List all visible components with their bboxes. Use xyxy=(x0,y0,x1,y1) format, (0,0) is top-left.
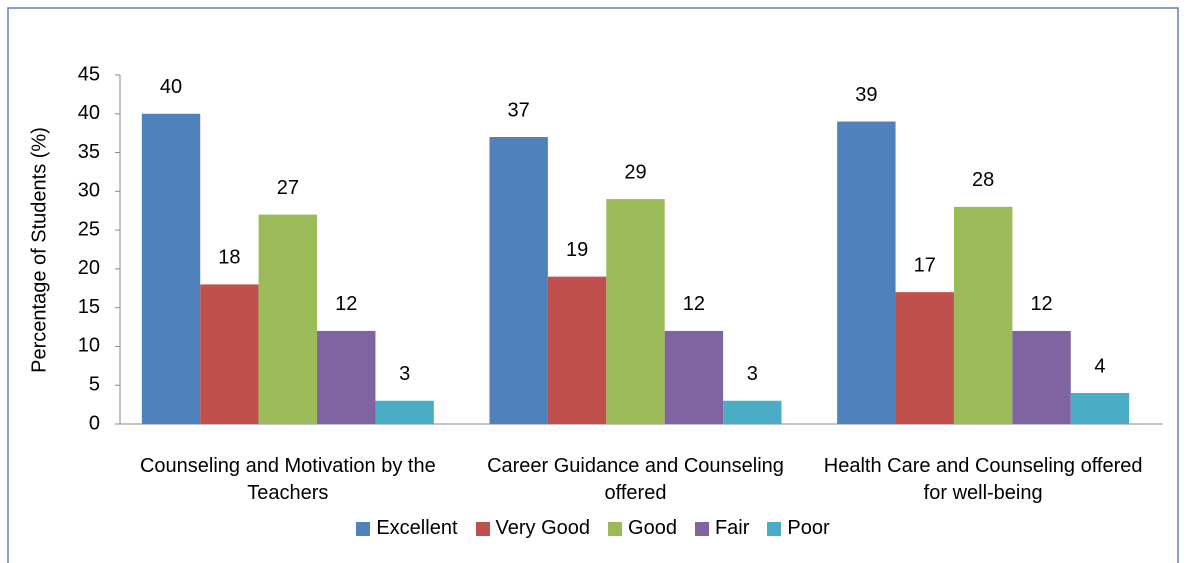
legend-swatch xyxy=(608,521,623,536)
legend-swatch xyxy=(767,521,782,536)
data-label: 27 xyxy=(277,177,299,199)
y-tick-label: 5 xyxy=(89,374,100,396)
bar xyxy=(895,292,954,424)
bar xyxy=(606,199,665,424)
data-label: 19 xyxy=(566,239,588,261)
y-tick-label: 0 xyxy=(89,412,100,434)
legend-label: Fair xyxy=(714,517,750,539)
bar xyxy=(489,137,548,425)
bar xyxy=(258,214,318,424)
y-tick-label: 30 xyxy=(78,180,100,202)
legend-label: Excellent xyxy=(376,517,458,539)
bar xyxy=(200,284,259,424)
legend-item: Excellent xyxy=(356,517,458,540)
bar xyxy=(837,121,896,425)
y-axis-label: Percentage of Students (%) xyxy=(28,127,50,373)
y-tick-label: 10 xyxy=(78,335,100,357)
legend-label: Very Good xyxy=(495,517,591,539)
bar xyxy=(317,330,376,424)
legend-item: Fair xyxy=(694,517,750,540)
y-tick-label: 40 xyxy=(78,102,100,124)
x-tick-label: Health Care and Counseling offered for w… xyxy=(823,455,1143,504)
bar xyxy=(547,276,607,424)
data-label: 17 xyxy=(914,254,936,276)
data-label: 3 xyxy=(399,363,410,385)
legend-item: Good xyxy=(608,517,677,540)
data-label: 29 xyxy=(624,161,646,183)
legend-swatch xyxy=(475,521,490,536)
legend-label: Poor xyxy=(787,517,830,539)
x-tick-label: Career Guidance and Counseling offered xyxy=(487,455,784,504)
bar xyxy=(1070,392,1130,424)
data-label: 12 xyxy=(683,293,705,315)
bar xyxy=(375,400,434,424)
frame xyxy=(7,7,1179,563)
legend-swatch xyxy=(356,521,371,536)
data-label: 39 xyxy=(855,84,877,106)
legend: Excellent Very Good Good Fair Poor xyxy=(0,517,1186,540)
data-label: 37 xyxy=(508,99,530,121)
y-tick-label: 15 xyxy=(78,296,100,318)
data-label: 4 xyxy=(1094,355,1105,377)
legend-swatch xyxy=(694,521,709,536)
data-label: 18 xyxy=(218,247,240,269)
bar xyxy=(953,206,1013,424)
x-tick-label: Counseling and Motivation by the Teacher… xyxy=(139,455,436,504)
y-tick-label: 25 xyxy=(78,218,100,240)
y-tick-label: 45 xyxy=(78,63,100,85)
legend-item: Very Good xyxy=(475,517,591,540)
bar xyxy=(723,400,782,424)
data-label: 28 xyxy=(972,169,994,191)
data-label: 40 xyxy=(160,76,182,98)
y-tick-label: 20 xyxy=(78,257,100,279)
bar xyxy=(1012,330,1071,424)
data-label: 12 xyxy=(1030,293,1052,315)
legend-label: Good xyxy=(628,517,677,539)
bar xyxy=(664,330,724,424)
data-label: 12 xyxy=(335,293,357,315)
y-tick-label: 35 xyxy=(78,141,100,163)
legend-item: Poor xyxy=(767,517,830,540)
data-label: 3 xyxy=(747,363,758,385)
bar xyxy=(141,113,201,425)
